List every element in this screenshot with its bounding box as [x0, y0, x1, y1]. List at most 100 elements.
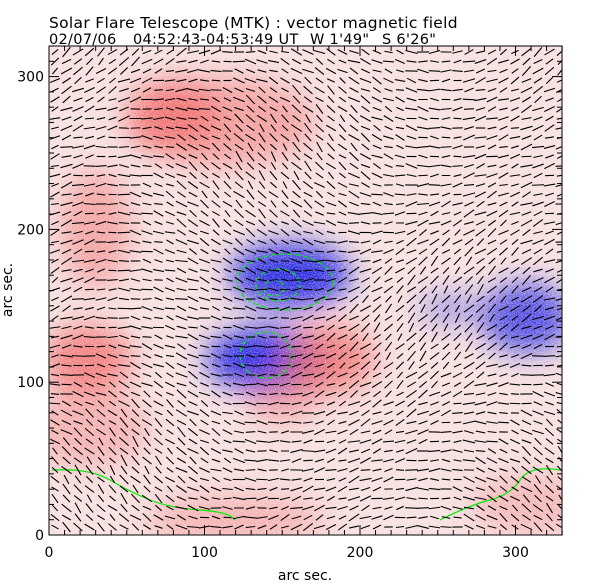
- field-vector: [511, 221, 519, 225]
- field-vector: [510, 438, 520, 445]
- field-vector: [372, 372, 382, 378]
- field-vector: [371, 96, 383, 103]
- field-vector: [430, 515, 439, 520]
- field-vector: [302, 180, 314, 190]
- field-vector: [418, 389, 428, 399]
- field-vector: [325, 469, 337, 471]
- field-vector: [211, 458, 221, 463]
- field-vector: [305, 114, 311, 123]
- field-vector: [396, 69, 404, 73]
- field-vector: [465, 256, 473, 266]
- field-vector: [212, 438, 220, 445]
- field-vector: [371, 154, 383, 159]
- field-vector: [534, 95, 542, 104]
- field-vector: [223, 457, 232, 464]
- field-vector: [269, 259, 278, 263]
- field-vector: [498, 77, 509, 84]
- field-vector: [395, 267, 405, 274]
- field-vector: [511, 106, 519, 112]
- field-vector: [269, 411, 278, 415]
- field-vector: [408, 322, 415, 333]
- field-vector: [382, 440, 395, 443]
- field-vector: [198, 354, 211, 358]
- field-vector: [465, 340, 473, 353]
- field-vector: [463, 69, 475, 73]
- field-vector: [314, 333, 325, 341]
- field-vector: [487, 334, 497, 340]
- field-vector: [118, 221, 130, 225]
- field-vector: [72, 163, 84, 169]
- field-vector: [499, 373, 508, 377]
- field-vector: [210, 353, 222, 359]
- field-vector: [141, 117, 153, 120]
- field-vector: [290, 523, 303, 531]
- field-vector: [97, 446, 105, 456]
- field-vector: [118, 260, 130, 262]
- field-vector: [533, 59, 543, 64]
- field-vector: [314, 372, 325, 378]
- field-vector: [487, 239, 497, 245]
- field-vector: [176, 229, 187, 236]
- field-vector: [245, 88, 256, 92]
- field-vector: [486, 440, 498, 443]
- field-vector: [337, 447, 348, 455]
- field-vector: [119, 474, 129, 485]
- field-vector: [119, 164, 129, 168]
- field-vector: [130, 68, 141, 74]
- field-vector: [85, 408, 94, 418]
- y-tick-label: 300: [17, 70, 44, 86]
- field-vector: [349, 151, 359, 162]
- field-vector: [557, 438, 562, 443]
- field-vector: [442, 267, 450, 274]
- field-vector: [107, 373, 118, 377]
- field-vector: [108, 173, 117, 178]
- field-vector: [521, 96, 532, 103]
- field-vector: [201, 190, 208, 199]
- field-vector: [83, 202, 96, 206]
- field-vector: [474, 420, 487, 425]
- field-vector: [268, 401, 279, 406]
- field-vector: [486, 514, 498, 521]
- field-vector: [521, 274, 532, 286]
- field-vector: [454, 229, 461, 236]
- field-vector: [244, 438, 257, 445]
- field-vector: [50, 475, 60, 484]
- field-vector: [533, 514, 543, 521]
- field-vector: [244, 516, 257, 519]
- field-vector: [486, 382, 498, 387]
- field-vector: [464, 486, 474, 492]
- field-vector: [383, 323, 394, 332]
- field-vector: [281, 505, 289, 511]
- field-vector: [154, 493, 163, 504]
- field-vector: [405, 201, 418, 207]
- field-vector: [373, 352, 381, 360]
- field-vector: [166, 239, 174, 245]
- field-vector: [153, 58, 164, 65]
- field-vector: [199, 344, 210, 349]
- field-vector: [142, 524, 152, 530]
- field-vector: [187, 390, 199, 398]
- field-vector: [257, 392, 267, 396]
- field-vector: [487, 285, 497, 294]
- field-vector: [347, 457, 361, 464]
- field-vector: [85, 96, 94, 103]
- field-vector: [419, 285, 427, 294]
- y-axis-label: arc sec.: [0, 263, 16, 317]
- field-vector: [395, 361, 405, 370]
- field-vector: [97, 476, 105, 483]
- field-vector: [556, 107, 562, 113]
- field-vector: [396, 277, 404, 283]
- field-vector: [303, 421, 313, 424]
- field-vector: [187, 50, 199, 54]
- field-vector: [359, 495, 372, 502]
- field-vector: [359, 192, 372, 197]
- field-vector: [210, 105, 222, 113]
- field-vector: [384, 449, 393, 453]
- field-vector: [325, 162, 337, 170]
- field-vector: [83, 144, 96, 150]
- field-vector: [108, 307, 117, 310]
- field-vector: [165, 259, 175, 263]
- field-vector: [486, 401, 498, 406]
- field-vector: [129, 191, 142, 198]
- field-vector: [74, 76, 82, 85]
